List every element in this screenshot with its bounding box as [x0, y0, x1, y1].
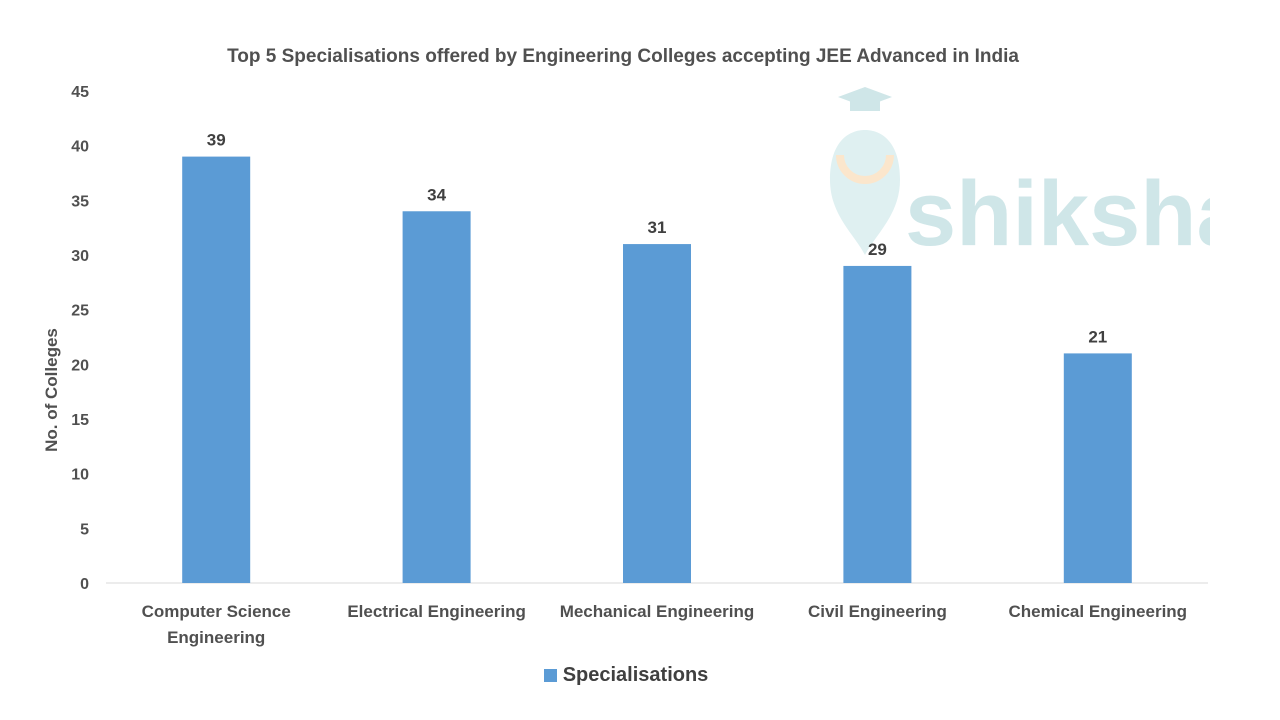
bar	[402, 211, 471, 583]
y-tick-label: 45	[71, 84, 89, 101]
y-tick-label: 0	[80, 576, 89, 593]
y-tick-label: 40	[71, 139, 89, 156]
data-label: 39	[207, 131, 226, 150]
data-label: 31	[648, 218, 667, 237]
x-tick-label: Mechanical Engineering	[560, 602, 755, 621]
y-tick-label: 20	[71, 357, 89, 374]
legend-swatch	[543, 669, 557, 682]
bar	[182, 156, 251, 583]
x-tick-label: Computer Science Engineering	[142, 602, 291, 647]
data-label: 29	[868, 240, 887, 259]
legend-label: Specialisations	[562, 664, 709, 686]
bar	[623, 244, 691, 584]
bar	[843, 265, 912, 583]
y-tick-label: 25	[71, 303, 89, 320]
bar	[1063, 353, 1132, 583]
y-tick-label: 5	[80, 521, 89, 538]
chart-title: Top 5 Specialisations offered by Enginee…	[227, 46, 1019, 67]
watermark-text: shiksha	[905, 163, 1210, 265]
y-tick-label: 10	[71, 467, 89, 484]
x-tick-label: Chemical Engineering	[1009, 602, 1188, 621]
data-label: 34	[427, 185, 446, 204]
x-tick-label: Electrical Engineering	[347, 602, 526, 621]
data-label: 21	[1088, 327, 1107, 346]
x-tick-label: Civil Engineering	[808, 602, 947, 621]
shiksha-watermark-logo: shiksha	[830, 87, 1210, 265]
y-tick-label: 15	[71, 412, 89, 429]
y-tick-label: 35	[71, 193, 89, 210]
legend: Specialisations	[0, 664, 1252, 687]
y-tick-label: 30	[71, 248, 89, 265]
